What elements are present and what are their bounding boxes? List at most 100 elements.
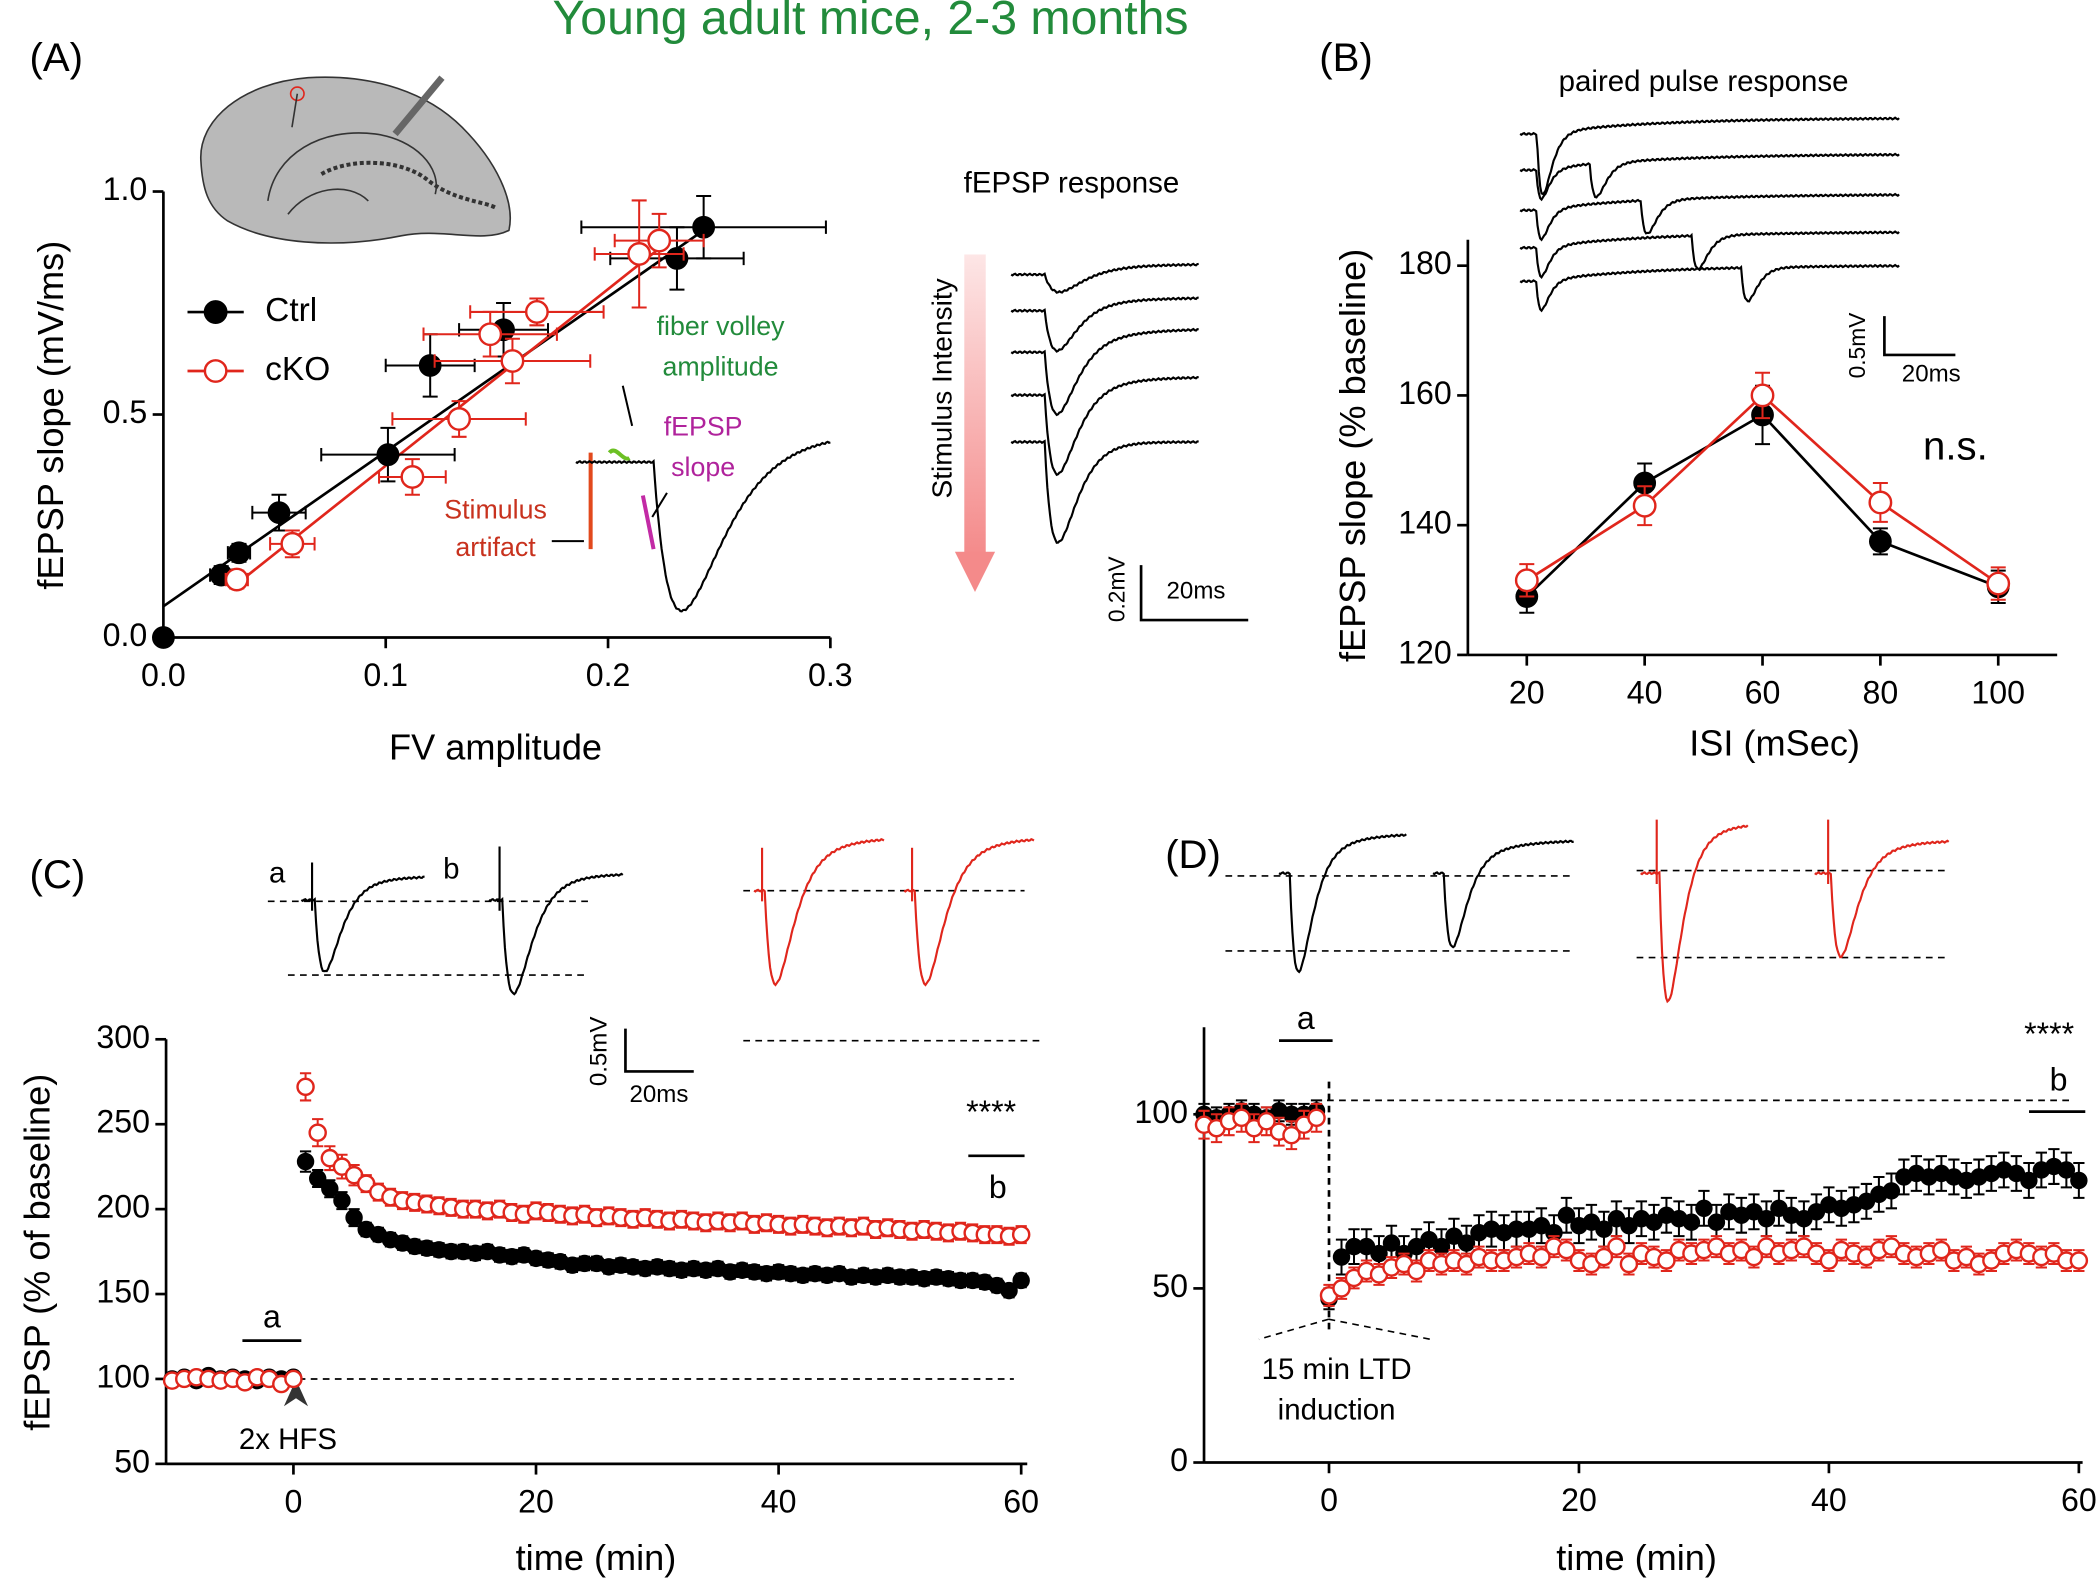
data-point <box>2069 1251 2089 1270</box>
data-point <box>321 1180 339 1198</box>
data-point <box>1682 1213 1701 1231</box>
x-tick-label: 0.1 <box>363 657 408 693</box>
trace <box>753 837 885 987</box>
legend-marker <box>203 300 228 324</box>
data-point <box>627 242 652 266</box>
data-point <box>1632 493 1657 518</box>
annotation: 15 min LTD <box>1262 1353 1412 1386</box>
annotation: a <box>269 856 286 889</box>
trace <box>1010 262 1199 294</box>
data-point <box>524 300 549 324</box>
data-point <box>1307 1108 1326 1128</box>
x-tick-label: 0.0 <box>141 657 186 693</box>
data-point <box>418 354 442 377</box>
data-point <box>227 541 251 565</box>
data-point <box>308 1169 327 1188</box>
panel-label: (D) <box>1165 832 1221 877</box>
annotation: **** <box>966 1094 1016 1130</box>
x-tick-label: 20 <box>1561 1482 1597 1518</box>
data-point <box>1607 1237 1626 1256</box>
trace <box>1432 839 1574 949</box>
intensity-arrow <box>954 254 996 592</box>
data-point <box>1868 490 1893 515</box>
x-tick-label: 60 <box>1003 1484 1039 1520</box>
panel-label: (B) <box>1319 35 1373 80</box>
annotation: 0.5mV <box>1844 312 1870 379</box>
data-point <box>478 322 503 347</box>
y-tick-label: 140 <box>1398 505 1452 541</box>
x-tick-label: 60 <box>2061 1482 2097 1518</box>
x-tick-label: 0.2 <box>586 657 631 693</box>
trace <box>1010 327 1199 417</box>
annotation: 20ms <box>1902 360 1961 387</box>
data-point <box>2057 1161 2076 1179</box>
y-axis-label: fEPSP slope (mV/ms) <box>30 241 71 590</box>
trace <box>1010 375 1199 477</box>
panel-label: (C) <box>29 852 85 897</box>
data-point <box>308 1123 327 1142</box>
trace <box>1519 263 1900 313</box>
data-point <box>333 1191 351 1210</box>
annotation: slope <box>671 452 735 482</box>
annotation: fiber volley <box>657 311 786 341</box>
x-tick-label: 20 <box>518 1484 554 1520</box>
y-tick-label: 0 <box>1170 1442 1188 1478</box>
x-tick-label: 60 <box>1745 675 1781 711</box>
data-point <box>224 567 249 592</box>
y-tick-label: 100 <box>1134 1094 1188 1130</box>
y-tick-label: 50 <box>1152 1268 1188 1304</box>
annotation: 2x HFS <box>239 1423 337 1456</box>
legend-marker <box>203 359 228 383</box>
trace <box>300 875 425 973</box>
period-bars <box>242 1039 2086 1342</box>
trace <box>1519 116 1900 196</box>
x-axis-label: time (min) <box>1556 1537 1717 1578</box>
x-tick-label: 100 <box>1971 675 2025 711</box>
y-tick-label: 200 <box>96 1189 150 1225</box>
slice-sketch <box>200 75 511 244</box>
data-point <box>1257 1112 1276 1131</box>
trace <box>1010 296 1199 353</box>
y-axis-label: fEPSP slope (% baseline) <box>1332 249 1373 662</box>
data-point <box>2020 1171 2038 1190</box>
data-point <box>345 1208 363 1227</box>
data-point <box>376 443 400 467</box>
annotation: artifact <box>455 532 536 562</box>
data-point <box>647 228 672 253</box>
y-tick-label: 1.0 <box>103 171 148 207</box>
annotation: Stimulus <box>444 495 547 525</box>
x-axis-label: FV amplitude <box>389 727 602 768</box>
x-tick-label: 40 <box>1811 1482 1847 1518</box>
fit-line <box>162 226 709 608</box>
data-point <box>2070 1171 2088 1190</box>
scale-bars <box>624 316 1956 1073</box>
annotation: Stimulus Intensity <box>927 278 958 498</box>
data-point <box>1514 568 1539 593</box>
x-tick-label: 40 <box>1627 675 1663 711</box>
annotation: 0.2mV <box>1103 556 1129 623</box>
data-point <box>1332 1248 1351 1266</box>
annotation: b <box>989 1169 1007 1205</box>
figure-content: Young adult mice, 2-3 months <box>17 0 2097 1578</box>
data-point <box>152 626 175 649</box>
data-point <box>1011 1225 1031 1244</box>
hfs-arrow <box>283 1379 309 1407</box>
data-point <box>1707 1213 1726 1231</box>
data-point <box>1750 383 1775 408</box>
data-point <box>1282 1125 1301 1145</box>
trace <box>488 872 624 996</box>
trace <box>575 440 831 613</box>
y-tick-label: 250 <box>96 1104 150 1140</box>
data-point <box>1382 1234 1401 1252</box>
figure-title: Young adult mice, 2-3 months <box>553 0 1189 45</box>
data-point <box>400 465 425 489</box>
data-point <box>1012 1271 1030 1290</box>
trace <box>1010 439 1199 544</box>
data-point <box>284 1369 303 1389</box>
legend-label: Ctrl <box>265 292 317 329</box>
x-tick-label: 0.3 <box>808 657 853 693</box>
y-tick-label: 0.5 <box>103 394 148 430</box>
data-point <box>1457 1234 1476 1252</box>
trace <box>1519 230 1900 279</box>
panel-label: (A) <box>29 35 83 80</box>
